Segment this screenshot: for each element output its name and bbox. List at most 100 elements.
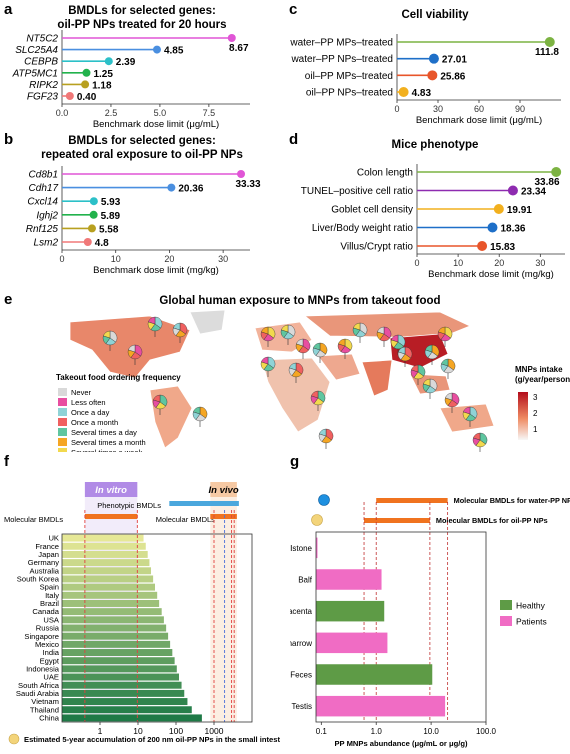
x-axis-label: Benchmark dose limit (μg/mL): [93, 119, 219, 130]
x-tick-label: 1.0: [371, 727, 383, 736]
pie-slice: [411, 364, 419, 373]
value-label: 25.86: [440, 71, 465, 82]
lollipop-point: [551, 167, 562, 177]
chart-title: repeated oral exposure to oil-PP NPs: [41, 149, 243, 161]
category-label: ATP5MC1: [12, 68, 58, 79]
oil-bmdl-bar: [364, 518, 430, 523]
x-axis-label: PP MNPs abundance (μg/mL or μg/g): [334, 739, 468, 748]
category-label: CEBPB: [24, 57, 58, 68]
bar: [62, 542, 146, 550]
pie-slice: [296, 338, 304, 347]
bar: [316, 632, 388, 654]
bar: [316, 569, 382, 590]
pie-slice: [193, 406, 201, 415]
pie-slice: [103, 330, 111, 339]
category-label: Thailand: [30, 705, 59, 714]
water-bmdl-bar: [376, 498, 448, 503]
legend-swatch: [58, 398, 67, 406]
legend-swatch: [58, 438, 67, 446]
category-label: China: [39, 714, 60, 723]
category-label: oil–PP NPs–treated: [306, 88, 393, 99]
lollipop-point: [237, 170, 246, 178]
colorbar-title: (g/year/person): [515, 375, 570, 384]
chart-title: oil-PP NPs treated for 20 hours: [57, 19, 226, 31]
category-label: Australia: [29, 566, 59, 575]
x-tick-label: 2.5: [105, 108, 118, 118]
category-label: SLC25A4: [15, 45, 58, 56]
lollipop-point: [427, 70, 438, 81]
x-tick-label: 30: [535, 258, 545, 268]
category-label: South Korea: [17, 575, 60, 584]
bar: [62, 706, 192, 714]
pie-slice: [353, 322, 361, 331]
x-tick-label: 100: [169, 726, 183, 736]
legend-swatch: [500, 600, 512, 610]
in-vivo-label: In vivo: [209, 485, 239, 496]
bar: [62, 649, 173, 657]
pie-slice: [153, 394, 161, 403]
x-tick-label: 0: [59, 254, 64, 264]
value-label: 0.40: [77, 92, 97, 103]
category-label: Cd8b1: [29, 170, 58, 181]
value-label: 5.89: [101, 211, 121, 222]
x-tick-label: 7.5: [203, 108, 216, 118]
colorbar-tick: 2: [533, 409, 538, 418]
category-label: Spain: [40, 583, 59, 592]
pie-slice: [473, 432, 481, 441]
legend-label: Less often: [71, 398, 106, 407]
value-label: 19.91: [507, 205, 532, 216]
x-tick-label: 90: [515, 104, 525, 114]
bar: [62, 616, 164, 624]
legend-label: Several times a day: [71, 428, 137, 437]
molecular-bmdl-label-mid: Molecular BMDLs: [156, 515, 215, 524]
category-label: Rnf125: [26, 224, 59, 235]
molecular-bmdl-label-left: Molecular BMDLs: [4, 515, 63, 524]
category-label: USA: [43, 615, 60, 624]
category-label: Gallstone: [290, 544, 313, 553]
category-label: Balf: [298, 576, 313, 585]
category-label: Russia: [36, 624, 60, 633]
value-label: 1.18: [92, 80, 112, 91]
category-label: France: [35, 542, 59, 551]
x-axis-label: Estimated 5-year accumulation of 200 nm …: [24, 735, 280, 744]
legend-label: Healthy: [516, 601, 546, 611]
panel-label: f: [4, 453, 10, 470]
pie-slice: [128, 344, 136, 353]
x-tick-label: 10: [133, 726, 143, 736]
bar: [62, 689, 185, 697]
bar: [316, 600, 385, 622]
category-label: Villus/Crypt ratio: [340, 242, 413, 253]
lollipop-point: [152, 45, 161, 54]
south-america-shape: [149, 385, 193, 449]
pie-slice: [398, 346, 406, 355]
panel-label: a: [4, 1, 13, 18]
pie-slice: [423, 378, 431, 387]
in-vivo-band: [210, 482, 237, 497]
x-axis-label: Benchmark dose limit (mg/kg): [428, 269, 554, 280]
lollipop-point: [227, 34, 236, 42]
x-tick-label: 0.1: [316, 727, 328, 736]
panel-label: e: [4, 291, 12, 308]
np-icon: [8, 733, 20, 745]
chart-title: Cell viability: [401, 9, 469, 21]
oil-bmdl-label: Molecular BMDLs for oil-PP NPs: [436, 516, 548, 525]
middle-east-shape: [317, 353, 361, 381]
category-label: Cdh17: [29, 183, 59, 194]
category-label: Saudi Arabia: [16, 689, 60, 698]
category-label: water–PP MPs–treated: [289, 38, 393, 49]
bar: [316, 664, 433, 685]
bar: [316, 695, 446, 717]
bar: [62, 624, 167, 632]
colorbar-title: MNPs intake: [515, 365, 563, 374]
lollipop-point: [428, 53, 439, 64]
lollipop-point: [87, 224, 96, 233]
lollipop-point: [507, 185, 518, 196]
pie-slice: [463, 406, 471, 415]
world-map: e Global human exposure to MNPs from tak…: [4, 291, 570, 457]
x-tick-label: 5.0: [154, 108, 167, 118]
lollipop-point: [167, 183, 176, 192]
category-label: Testis: [292, 702, 312, 711]
x-tick-label: 1000: [205, 726, 224, 736]
colorbar-tick: 1: [533, 425, 538, 434]
lollipop-point: [104, 57, 113, 66]
